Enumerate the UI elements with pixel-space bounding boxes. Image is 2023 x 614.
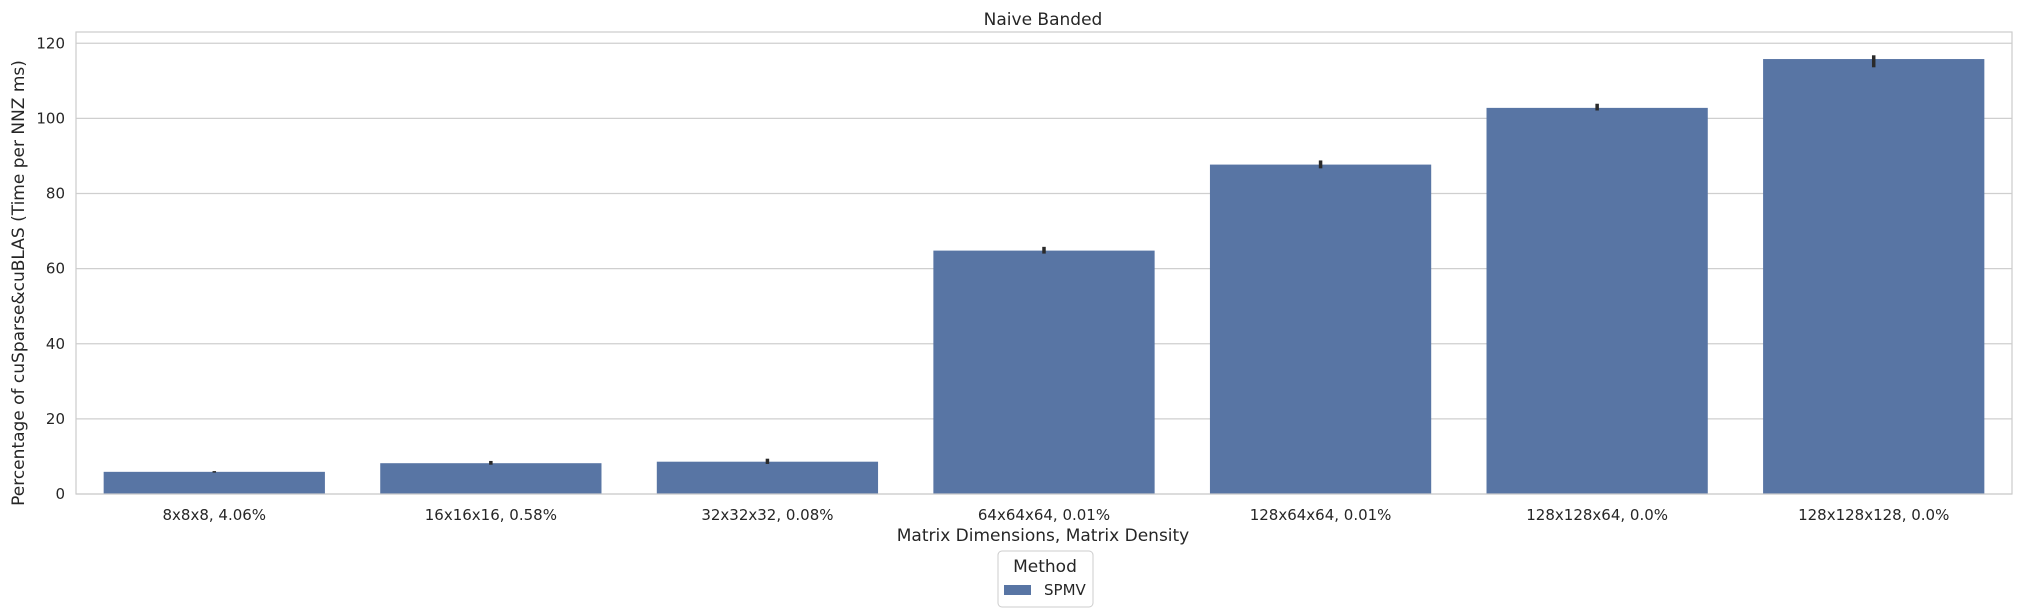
bar: [103, 471, 325, 494]
legend-label-spmv: SPMV: [1044, 581, 1087, 599]
x-tick-labels: 8x8x8, 4.06% 16x16x16, 0.58% 32x32x32, 0.0…: [162, 506, 1949, 524]
x-tick-label: 128x128x64, 0.0%: [1526, 506, 1668, 524]
y-tick-label: 60: [46, 260, 65, 278]
y-axis-label: Percentage of cuSparse&cuBLAS (Time per …: [9, 60, 29, 506]
y-tick-label: 40: [46, 335, 65, 353]
x-tick-label: 64x64x64, 0.01%: [978, 506, 1110, 524]
bar: [933, 250, 1155, 494]
y-tick-labels: 0 20 40 60 80 100 120: [36, 34, 65, 503]
x-tick-label: 128x64x64, 0.01%: [1250, 506, 1392, 524]
x-axis-label: Matrix Dimensions, Matrix Density: [897, 526, 1190, 546]
x-tick-label: 8x8x8, 4.06%: [162, 506, 266, 524]
error-bars: [212, 55, 1876, 473]
bars: [103, 59, 1985, 494]
bar: [380, 463, 602, 494]
plot-frame: [75, 31, 2013, 495]
chart-title: Naive Banded: [984, 10, 1103, 30]
y-tick-label: 20: [46, 410, 65, 428]
y-tick-label: 120: [36, 34, 65, 52]
bar: [1209, 164, 1432, 494]
legend: Method SPMV: [997, 550, 1094, 608]
x-tick-label: 16x16x16, 0.58%: [425, 506, 557, 524]
legend-swatch-spmv: [1004, 585, 1031, 595]
y-tick-label: 80: [46, 185, 65, 203]
bar: [1486, 107, 1708, 494]
x-tick-label: 32x32x32, 0.08%: [701, 506, 833, 524]
bar: [656, 461, 879, 494]
y-tick-label: 100: [36, 109, 65, 127]
bar: [1763, 59, 1985, 494]
x-tick-label: 128x128x128, 0.0%: [1798, 506, 1949, 524]
legend-title: Method: [1013, 557, 1077, 577]
y-tick-label: 0: [55, 485, 65, 503]
